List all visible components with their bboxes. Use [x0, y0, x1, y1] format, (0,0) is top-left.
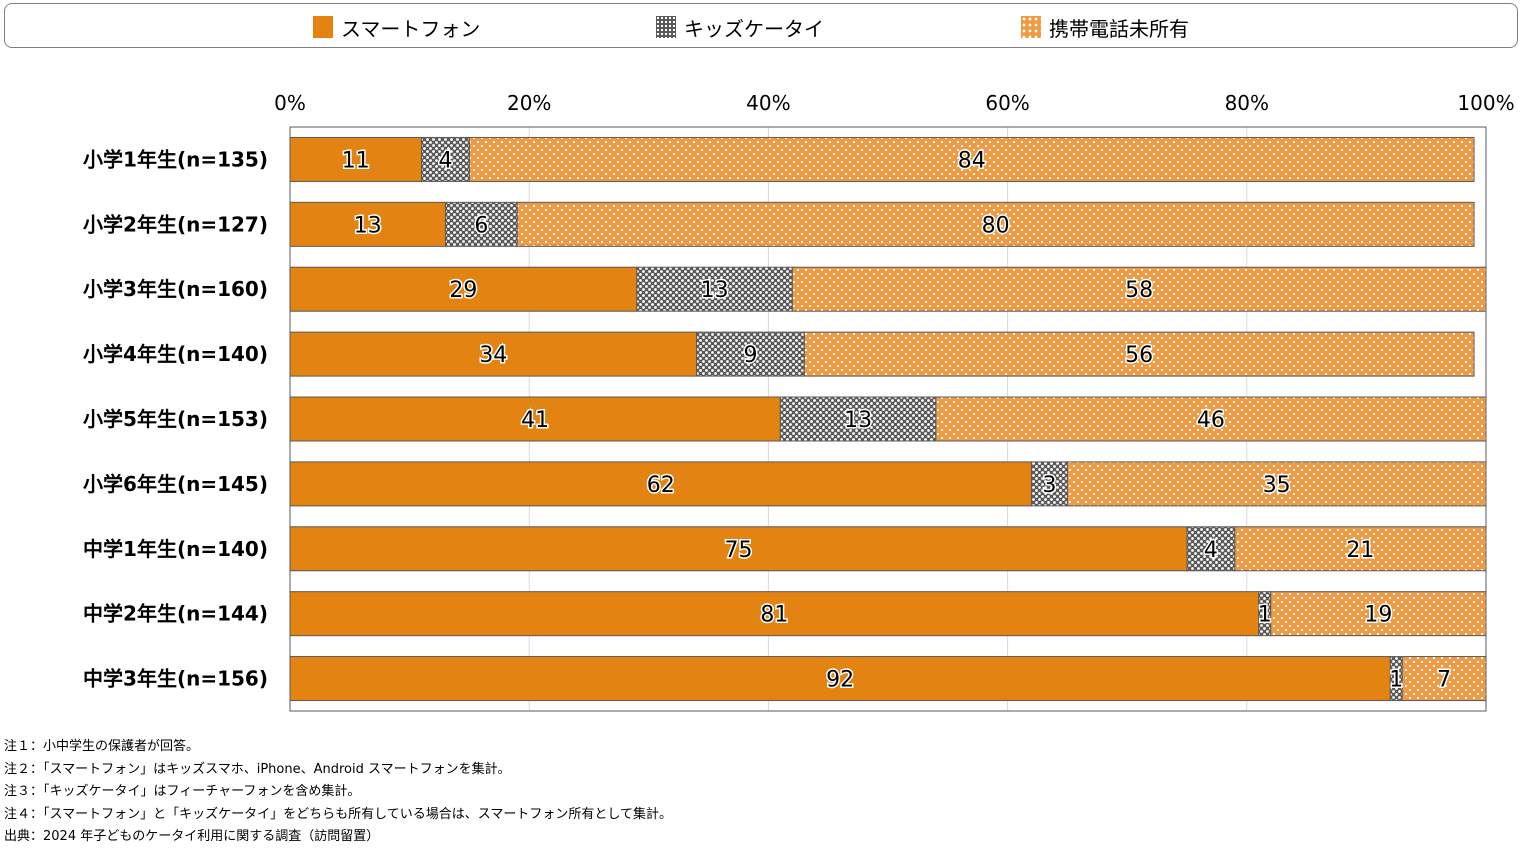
- bar-segment: [1186, 526, 1236, 572]
- bar-segment: [289, 591, 1260, 637]
- bar-segment: [421, 136, 470, 182]
- bar-segment: [1234, 526, 1487, 572]
- bar-segment: [696, 331, 805, 377]
- legend-label: スマートフォン: [341, 16, 481, 41]
- note-1: 注１：小中学生の保護者が回答。: [4, 739, 200, 754]
- bar-segment: [1401, 656, 1487, 702]
- data-label: 62: [647, 473, 675, 498]
- data-label: 13: [701, 278, 729, 303]
- data-label: 6: [474, 213, 488, 238]
- data-label: 35: [1263, 473, 1291, 498]
- legend-swatch-smartphone: [313, 16, 333, 38]
- source-note: 出典：2024 年子どものケータイ利用に関する調査（訪問留置）: [4, 829, 380, 845]
- data-label: 81: [760, 603, 788, 628]
- category-label: 中学1年生(n=140): [83, 537, 268, 561]
- data-label: 46: [1197, 408, 1225, 433]
- note-2: 注２：「スマートフォン」はキッズスマホ、iPhone、Android スマートフ…: [4, 761, 511, 777]
- category-label: 小学6年生(n=145): [83, 472, 268, 496]
- footnotes: 注１：小中学生の保護者が回答。 注２：「スマートフォン」はキッズスマホ、iPho…: [4, 736, 672, 849]
- data-label: 7: [1437, 668, 1451, 693]
- legend: スマートフォン キッズケータイ 携帯電話未所有: [4, 3, 1518, 48]
- bar-segment: [289, 461, 1033, 507]
- data-label: 29: [449, 278, 477, 303]
- bar-segment: [803, 331, 1475, 377]
- category-label: 小学1年生(n=135): [83, 147, 268, 171]
- x-tick-label: 0%: [274, 91, 306, 115]
- legend-swatch-kids-phone: [656, 16, 676, 38]
- bar-segment: [779, 396, 937, 442]
- data-label: 1: [1389, 668, 1403, 693]
- category-label: 小学2年生(n=127): [83, 212, 268, 236]
- bar-segment: [289, 396, 781, 442]
- category-label: 小学3年生(n=160): [83, 277, 268, 301]
- data-label: 13: [844, 408, 872, 433]
- bar-segment: [444, 201, 518, 247]
- legend-label: 携帯電話未所有: [1049, 16, 1189, 41]
- data-label: 1: [1258, 603, 1272, 628]
- category-label: 中学2年生(n=144): [83, 602, 268, 626]
- data-label: 4: [438, 148, 452, 173]
- legend-item-no-phone: 携帯電話未所有: [1021, 14, 1189, 41]
- note-4: 注４：「スマートフォン」と「キッズケータイ」をどちらも所有している場合は、スマー…: [4, 806, 672, 822]
- bars: [289, 136, 1487, 702]
- data-label: 34: [479, 343, 507, 368]
- bar-segment: [289, 136, 423, 182]
- category-label: 小学4年生(n=140): [83, 342, 268, 366]
- data-label: 9: [743, 343, 757, 368]
- x-tick-label: 100%: [1457, 91, 1514, 115]
- data-label: 41: [521, 408, 549, 433]
- bar-segment: [1066, 461, 1487, 507]
- data-label: 56: [1125, 343, 1153, 368]
- data-label: 92: [826, 668, 854, 693]
- x-tick-label: 80%: [1225, 91, 1269, 115]
- legend-label: キッズケータイ: [684, 16, 824, 41]
- data-label: 80: [982, 213, 1010, 238]
- note-3: 注３：「キッズケータイ」はフィーチャーフォンを含め集計。: [4, 784, 361, 800]
- x-tick-label: 40%: [746, 91, 790, 115]
- axes: 0% 20% 40% 60% 80% 100% 小学1年生(n=135) 小学2年生(n=12…: [83, 91, 1515, 712]
- plot-area-border: [289, 126, 1487, 712]
- bar-segment: [289, 656, 1391, 702]
- data-label: 19: [1364, 603, 1392, 628]
- legend-item-kids-phone: キッズケータイ: [656, 14, 824, 41]
- data-label: 11: [342, 148, 370, 173]
- data-label: 58: [1125, 278, 1153, 303]
- data-label: 13: [354, 213, 382, 238]
- legend-item-smartphone: スマートフォン: [313, 14, 481, 41]
- bar-segment: [289, 331, 698, 377]
- data-label: 21: [1346, 538, 1374, 563]
- category-label: 小学5年生(n=153): [83, 407, 268, 431]
- data-label: 84: [958, 148, 986, 173]
- bar-segment: [791, 266, 1487, 312]
- category-label: 中学3年生(n=156): [83, 667, 268, 691]
- data-label: 3: [1042, 473, 1056, 498]
- x-tick-label: 60%: [985, 91, 1029, 115]
- bar-segment: [468, 136, 1475, 182]
- data-label: 4: [1204, 538, 1218, 563]
- x-tick-label: 20%: [507, 91, 551, 115]
- legend-swatch-no-phone: [1021, 16, 1041, 38]
- bar-segment: [516, 201, 1475, 247]
- data-label: 75: [725, 538, 753, 563]
- bar-segment: [289, 526, 1188, 572]
